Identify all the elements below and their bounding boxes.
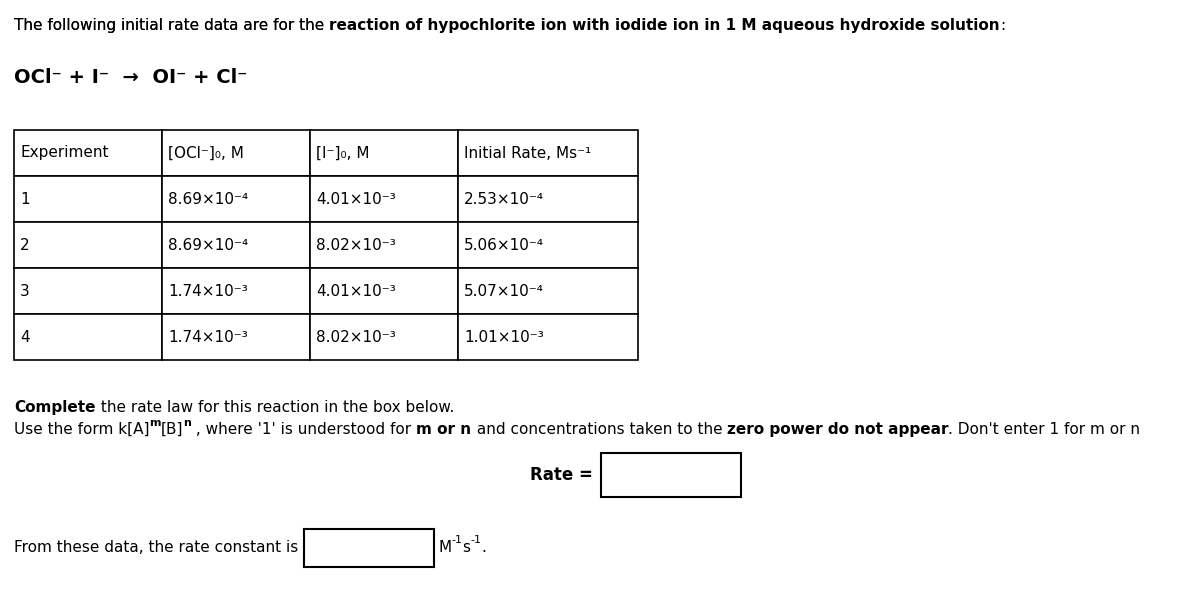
Bar bbox=[162, 130, 310, 176]
Text: Complete: Complete bbox=[14, 400, 96, 415]
Text: n: n bbox=[184, 418, 191, 428]
Text: , where '1' is understood for: , where '1' is understood for bbox=[191, 422, 416, 437]
Text: M: M bbox=[438, 540, 451, 555]
Bar bbox=[310, 314, 458, 360]
Text: -1: -1 bbox=[470, 535, 481, 545]
Text: . Don't enter 1 for m or n: . Don't enter 1 for m or n bbox=[948, 422, 1140, 437]
Text: Initial Rate, Ms⁻¹: Initial Rate, Ms⁻¹ bbox=[464, 146, 592, 160]
Bar bbox=[162, 314, 310, 360]
Text: 8.69×10⁻⁴: 8.69×10⁻⁴ bbox=[168, 191, 248, 207]
Text: [OCl⁻]₀, M: [OCl⁻]₀, M bbox=[168, 146, 244, 160]
Bar bbox=[310, 268, 458, 314]
Bar bbox=[458, 176, 638, 222]
Text: 4.01×10⁻³: 4.01×10⁻³ bbox=[316, 191, 396, 207]
Bar bbox=[305, 529, 434, 567]
Text: Use the form k[A]: Use the form k[A] bbox=[14, 422, 150, 437]
Bar bbox=[14, 222, 162, 268]
Text: zero power do not appear: zero power do not appear bbox=[727, 422, 948, 437]
Bar bbox=[601, 453, 740, 497]
Bar bbox=[162, 222, 310, 268]
Bar bbox=[310, 130, 458, 176]
Text: and concentrations taken to the: and concentrations taken to the bbox=[472, 422, 727, 437]
Text: .: . bbox=[481, 540, 486, 555]
Text: 5.06×10⁻⁴: 5.06×10⁻⁴ bbox=[464, 237, 544, 253]
Text: Experiment: Experiment bbox=[20, 146, 108, 160]
Bar bbox=[14, 176, 162, 222]
Text: The following initial rate data are for the: The following initial rate data are for … bbox=[14, 18, 329, 33]
Text: 4: 4 bbox=[20, 330, 30, 345]
Text: reaction of hypochlorite ion with iodide ion in 1 M aqueous hydroxide solution: reaction of hypochlorite ion with iodide… bbox=[329, 18, 1000, 33]
Bar bbox=[310, 222, 458, 268]
Text: 2.53×10⁻⁴: 2.53×10⁻⁴ bbox=[464, 191, 544, 207]
Text: OCl⁻ + I⁻  →  OI⁻ + Cl⁻: OCl⁻ + I⁻ → OI⁻ + Cl⁻ bbox=[14, 68, 247, 87]
Text: 5.07×10⁻⁴: 5.07×10⁻⁴ bbox=[464, 284, 544, 298]
Text: Rate =: Rate = bbox=[530, 466, 593, 484]
Text: 8.69×10⁻⁴: 8.69×10⁻⁴ bbox=[168, 237, 248, 253]
Bar bbox=[14, 130, 162, 176]
Text: 1: 1 bbox=[20, 191, 30, 207]
Text: m: m bbox=[150, 418, 161, 428]
Text: s: s bbox=[462, 540, 470, 555]
Text: 1.74×10⁻³: 1.74×10⁻³ bbox=[168, 284, 247, 298]
Bar bbox=[162, 268, 310, 314]
Bar bbox=[14, 314, 162, 360]
Bar bbox=[458, 130, 638, 176]
Text: 8.02×10⁻³: 8.02×10⁻³ bbox=[316, 237, 396, 253]
Text: m or n: m or n bbox=[416, 422, 472, 437]
Bar bbox=[458, 268, 638, 314]
Text: 1.74×10⁻³: 1.74×10⁻³ bbox=[168, 330, 247, 345]
Text: 1.01×10⁻³: 1.01×10⁻³ bbox=[464, 330, 544, 345]
Text: the rate law for this reaction in the box below.: the rate law for this reaction in the bo… bbox=[96, 400, 454, 415]
Text: From these data, the rate constant is: From these data, the rate constant is bbox=[14, 540, 299, 555]
Bar bbox=[458, 314, 638, 360]
Text: :: : bbox=[1000, 18, 1004, 33]
Text: [B]: [B] bbox=[161, 422, 184, 437]
Bar bbox=[162, 176, 310, 222]
Bar bbox=[310, 176, 458, 222]
Text: 3: 3 bbox=[20, 284, 30, 298]
Text: The following initial rate data are for the: The following initial rate data are for … bbox=[14, 18, 329, 33]
Text: [I⁻]₀, M: [I⁻]₀, M bbox=[316, 146, 370, 160]
Bar bbox=[14, 268, 162, 314]
Bar bbox=[458, 222, 638, 268]
Text: -1: -1 bbox=[451, 535, 462, 545]
Text: 4.01×10⁻³: 4.01×10⁻³ bbox=[316, 284, 396, 298]
Text: 8.02×10⁻³: 8.02×10⁻³ bbox=[316, 330, 396, 345]
Text: 2: 2 bbox=[20, 237, 30, 253]
